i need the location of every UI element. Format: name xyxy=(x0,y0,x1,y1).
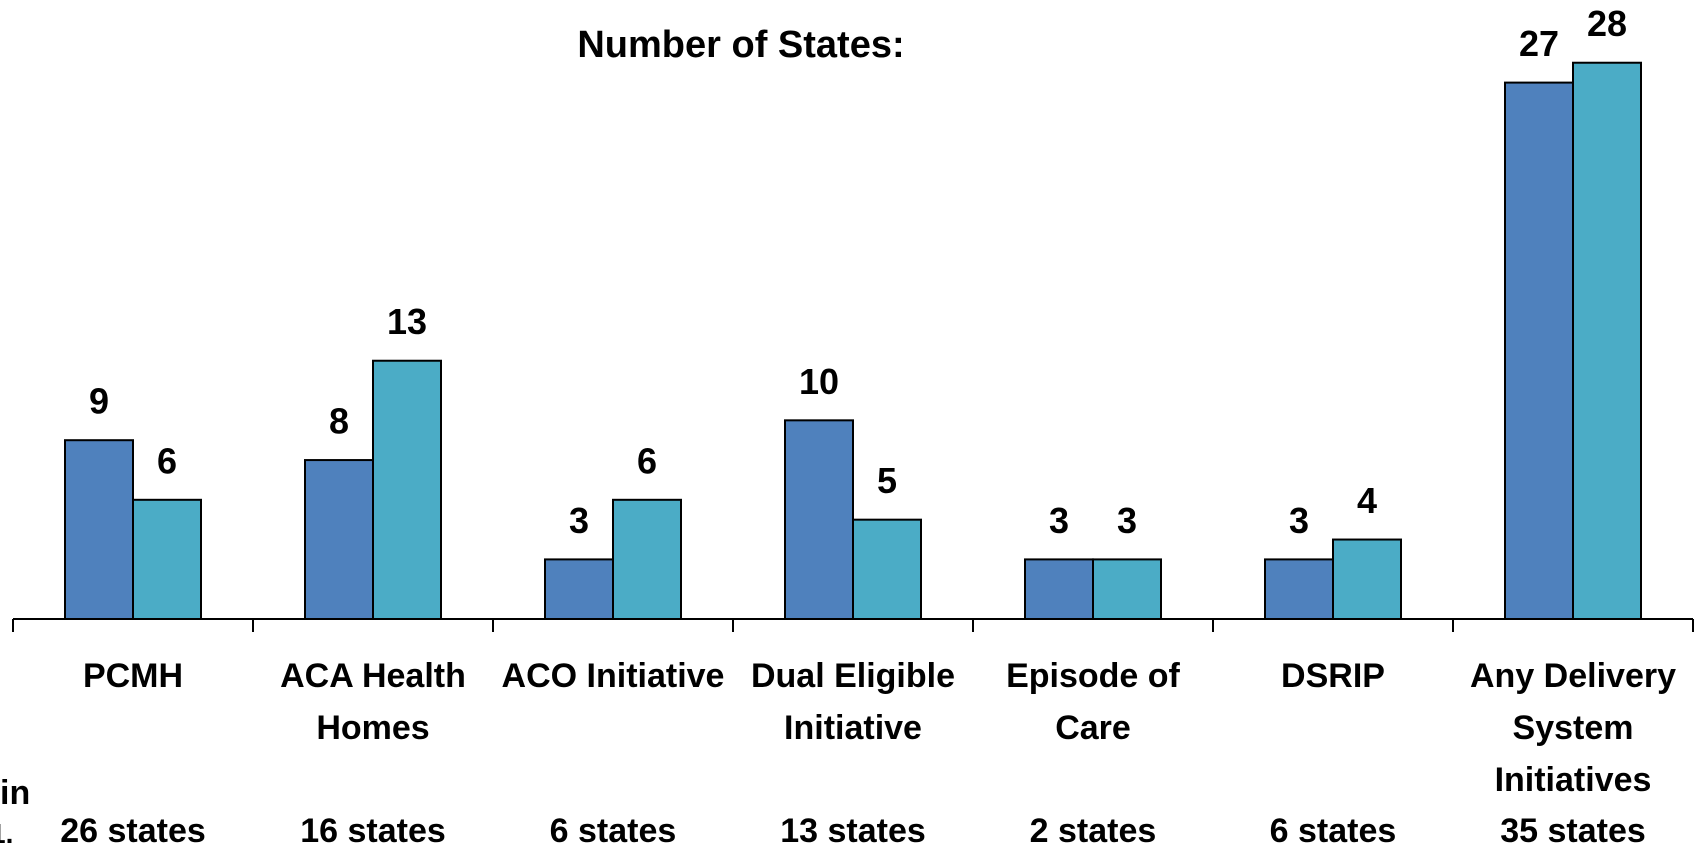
bar xyxy=(1024,558,1094,621)
bar xyxy=(852,518,922,621)
value-label: 28 xyxy=(1587,3,1627,44)
value-label: 27 xyxy=(1519,23,1559,64)
bar xyxy=(304,459,374,621)
bar xyxy=(612,498,682,620)
x-tick-label: Episode of Care xyxy=(1006,657,1180,747)
bar xyxy=(372,359,442,620)
category-total: 6 states xyxy=(549,812,677,850)
value-label: 10 xyxy=(799,361,839,402)
bar xyxy=(1092,558,1162,621)
bar xyxy=(1572,61,1642,620)
value-label: 6 xyxy=(157,440,177,481)
x-tick-label: PCMH xyxy=(82,657,184,695)
category-total: 26 states xyxy=(60,812,206,850)
x-tick-label: ACO Initiative xyxy=(501,657,725,695)
x-tick-label: ACA Health Homes xyxy=(280,657,466,747)
category-total: 16 states xyxy=(300,812,446,850)
bar xyxy=(1332,538,1402,620)
value-label: 4 xyxy=(1357,480,1377,521)
value-label: 9 xyxy=(89,381,109,422)
bar xyxy=(64,439,134,621)
bar xyxy=(1264,558,1334,621)
category-total: 6 states xyxy=(1269,812,1397,850)
chart-title: Number of States: xyxy=(577,24,904,66)
cut-text: 1. xyxy=(0,818,14,849)
value-label: 6 xyxy=(637,440,657,481)
value-label: 3 xyxy=(1049,500,1069,541)
value-label: 3 xyxy=(569,500,589,541)
value-label: 3 xyxy=(1117,500,1137,541)
cut-text: in xyxy=(0,774,31,812)
value-label: 13 xyxy=(387,301,427,342)
value-label: 5 xyxy=(877,460,897,501)
x-tick-label: Dual Eligible Initiative xyxy=(750,657,956,747)
x-tick-label: Any Delivery System Initiatives xyxy=(1470,657,1676,799)
bar xyxy=(1504,81,1574,621)
bar xyxy=(132,498,202,620)
category-total: 35 states xyxy=(1500,812,1646,850)
x-tick-label: DSRIP xyxy=(1281,657,1385,695)
value-label: 3 xyxy=(1289,500,1309,541)
bar xyxy=(784,419,854,621)
bar xyxy=(544,558,614,621)
value-label: 8 xyxy=(329,401,349,442)
category-total: 13 states xyxy=(780,812,926,850)
category-total: 2 states xyxy=(1029,812,1157,850)
